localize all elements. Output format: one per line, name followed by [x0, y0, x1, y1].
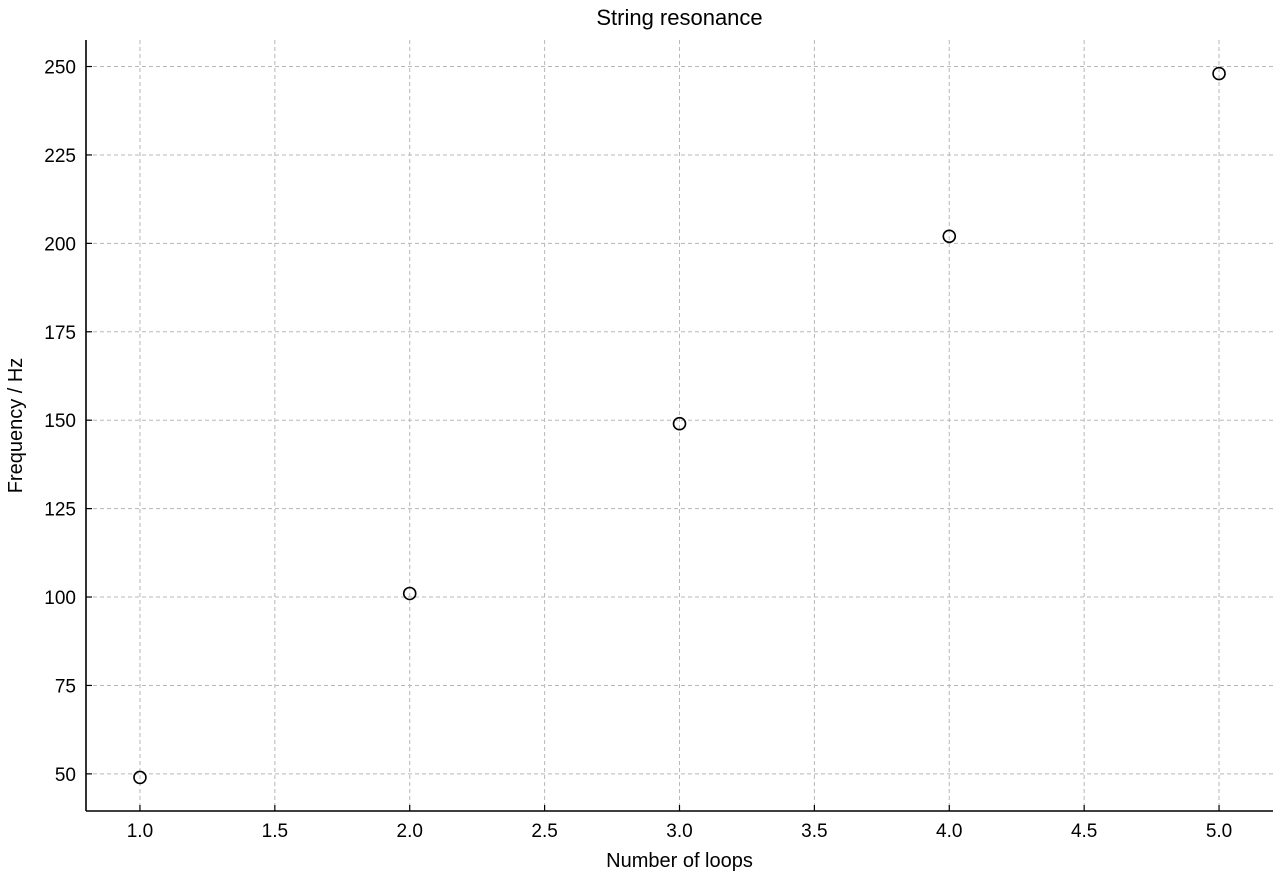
data-point [942, 229, 957, 244]
data-points [133, 66, 1226, 785]
y-tick-label: 200 [44, 234, 76, 255]
y-tick-label: 225 [44, 146, 76, 167]
data-point [133, 770, 147, 785]
x-axis-label: Number of loops [606, 850, 753, 872]
data-point [1212, 66, 1226, 81]
data-point [402, 586, 417, 601]
y-tick-label: 150 [44, 411, 76, 432]
y-ticks: 50 75 100 125 150 175 200 225 250 [44, 58, 92, 786]
x-tick-label: 1.0 [127, 821, 153, 842]
y-tick-label: 75 [55, 676, 76, 697]
grid [86, 40, 1273, 811]
data-point [672, 416, 687, 431]
x-tick-label: 3.5 [801, 821, 827, 842]
x-ticks: 1.0 1.5 2.0 2.5 3.0 3.5 4.0 4.5 5.0 [127, 805, 1232, 842]
y-tick-label: 250 [44, 58, 76, 79]
x-tick-label: 2.0 [397, 821, 423, 842]
y-tick-label: 175 [44, 323, 76, 344]
y-tick-label: 125 [44, 500, 76, 521]
x-tick-label: 3.0 [666, 821, 692, 842]
chart-title: String resonance [596, 5, 762, 30]
y-axis-label: Frequency / Hz [5, 358, 27, 494]
x-tick-label: 5.0 [1206, 821, 1232, 842]
x-tick-label: 4.0 [936, 821, 962, 842]
x-tick-label: 2.5 [531, 821, 557, 842]
y-tick-label: 100 [44, 588, 76, 609]
y-tick-label: 50 [55, 765, 76, 786]
x-tick-label: 1.5 [262, 821, 288, 842]
x-tick-label: 4.5 [1071, 821, 1097, 842]
